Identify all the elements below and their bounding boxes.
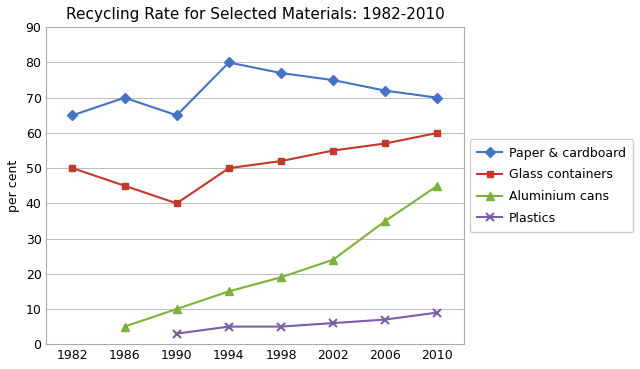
Aluminium cans	[121, 324, 129, 329]
Glass containers	[277, 159, 285, 163]
Line: Paper & cardboard: Paper & cardboard	[69, 59, 441, 119]
Glass containers	[330, 148, 337, 153]
Paper & cardboard	[225, 60, 233, 65]
Plastics	[225, 324, 233, 329]
Paper & cardboard	[68, 113, 76, 117]
Aluminium cans	[173, 307, 180, 311]
Glass containers	[68, 166, 76, 170]
Plastics	[330, 321, 337, 325]
Y-axis label: per cent: per cent	[7, 160, 20, 212]
Plastics	[173, 331, 180, 336]
Aluminium cans	[330, 258, 337, 262]
Legend: Paper & cardboard, Glass containers, Aluminium cans, Plastics: Paper & cardboard, Glass containers, Alu…	[470, 139, 633, 232]
Glass containers	[381, 141, 389, 146]
Paper & cardboard	[330, 78, 337, 82]
Aluminium cans	[225, 289, 233, 294]
Paper & cardboard	[381, 89, 389, 93]
Aluminium cans	[277, 275, 285, 279]
Title: Recycling Rate for Selected Materials: 1982-2010: Recycling Rate for Selected Materials: 1…	[65, 7, 444, 22]
Aluminium cans	[434, 183, 442, 188]
Paper & cardboard	[277, 71, 285, 75]
Glass containers	[434, 131, 442, 135]
Glass containers	[173, 201, 180, 206]
Glass containers	[121, 183, 129, 188]
Paper & cardboard	[434, 96, 442, 100]
Plastics	[381, 317, 389, 322]
Glass containers	[225, 166, 233, 170]
Line: Glass containers: Glass containers	[69, 130, 441, 207]
Paper & cardboard	[121, 96, 129, 100]
Plastics	[434, 310, 442, 315]
Line: Plastics: Plastics	[173, 308, 442, 338]
Paper & cardboard	[173, 113, 180, 117]
Plastics	[277, 324, 285, 329]
Line: Aluminium cans: Aluminium cans	[120, 182, 442, 331]
Aluminium cans	[381, 219, 389, 223]
